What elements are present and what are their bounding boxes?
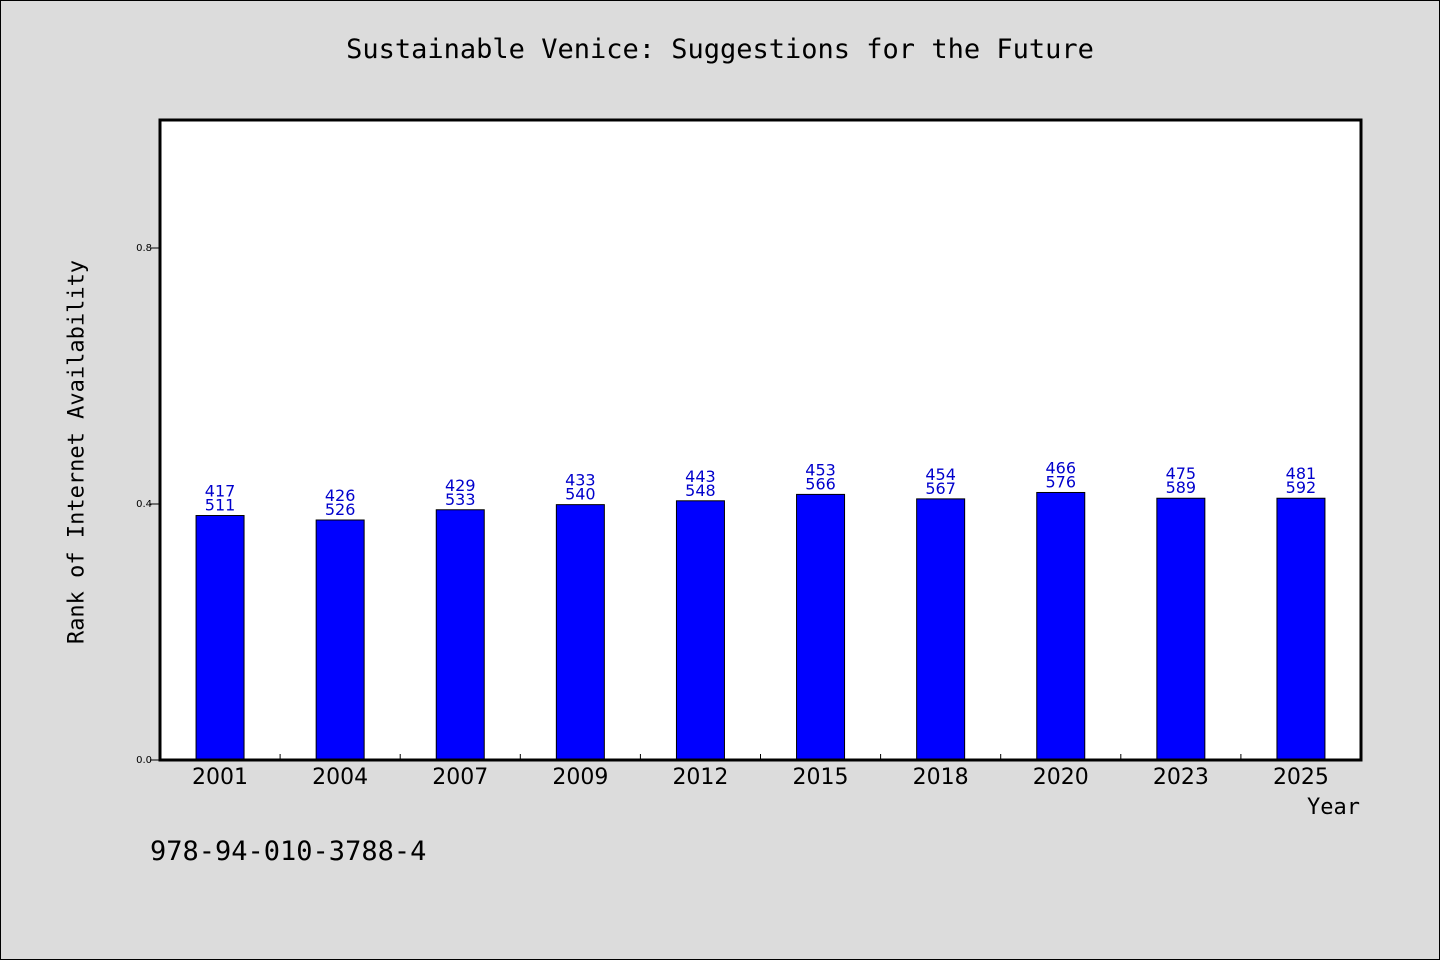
bar-label-top: 454 — [925, 465, 956, 484]
x-tick-label: 2025 — [1273, 765, 1329, 790]
bar — [195, 515, 245, 761]
x-tick-label: 2009 — [552, 765, 608, 790]
bar-label-top: 475 — [1166, 464, 1197, 483]
x-tick-label: 2015 — [793, 765, 849, 790]
bar-label-top: 417 — [205, 482, 236, 501]
bar-label-bottom: 576 — [1045, 472, 1076, 491]
x-tick-label: 2012 — [672, 765, 728, 790]
bar-label-top: 481 — [1286, 464, 1317, 483]
bar — [1036, 491, 1086, 761]
bar-label-bottom: 526 — [325, 500, 356, 519]
y-tick-label: 0.4 — [136, 499, 152, 510]
x-axis-label: Year — [1307, 795, 1360, 820]
bar-label-top: 443 — [685, 467, 716, 486]
bar-label-top: 433 — [565, 471, 596, 490]
bar-label-bottom: 566 — [805, 474, 836, 493]
isbn-footnote: 978-94-010-3788-4 — [150, 836, 427, 867]
bar — [315, 519, 365, 761]
bar-label-bottom: 567 — [925, 479, 956, 498]
bar-label-bottom: 540 — [565, 485, 596, 504]
bar-label-top: 466 — [1045, 458, 1076, 477]
x-tick-label: 2023 — [1153, 765, 1209, 790]
bar — [675, 500, 725, 761]
bar-label-top: 429 — [445, 476, 476, 495]
bar — [1276, 497, 1326, 761]
bar-label-bottom: 511 — [205, 496, 236, 515]
bar — [916, 498, 966, 761]
x-tick-label: 2004 — [312, 765, 368, 790]
x-tick-label: 2018 — [913, 765, 969, 790]
bar-label-bottom: 548 — [685, 481, 716, 500]
x-tick-label: 2007 — [432, 765, 488, 790]
bar — [435, 509, 485, 761]
bar-label-top: 453 — [805, 460, 836, 479]
bar-label-bottom: 589 — [1166, 478, 1197, 497]
y-tick-label: 0.8 — [136, 243, 152, 254]
x-tick-label: 2020 — [1033, 765, 1089, 790]
plot-border — [158, 118, 1363, 762]
bar-label-bottom: 592 — [1286, 478, 1317, 497]
bar — [555, 504, 605, 761]
bar — [1156, 497, 1206, 761]
bar-label-bottom: 533 — [445, 490, 476, 509]
y-tick-label: 0.0 — [136, 755, 152, 766]
x-tick-label: 2001 — [192, 765, 248, 790]
chart-title: Sustainable Venice: Suggestions for the … — [346, 34, 1094, 65]
bar — [796, 493, 846, 761]
bar-label-top: 426 — [325, 486, 356, 505]
